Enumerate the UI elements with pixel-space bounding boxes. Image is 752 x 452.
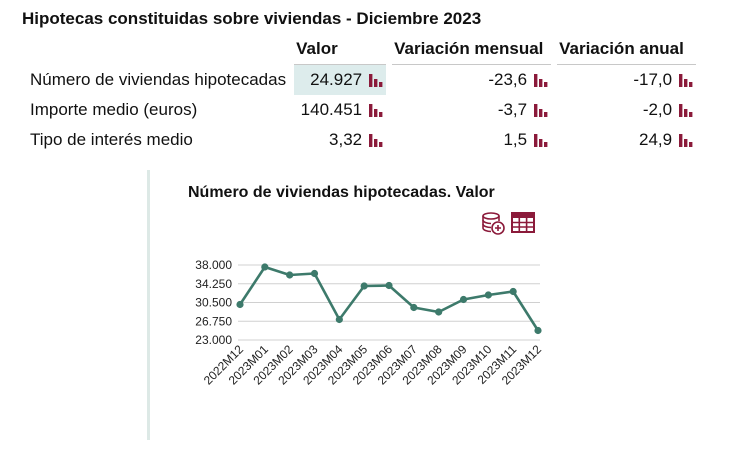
database-add-icon[interactable]: [480, 210, 506, 236]
data-point: [534, 326, 542, 335]
row-label-text: Importe medio (euros): [30, 100, 198, 119]
table-row: Número de viviendas hipotecadas 24.927 -23…: [28, 65, 696, 95]
variacion-anual-cell-text: -2,0: [642, 100, 673, 119]
data-point: [459, 295, 468, 304]
y-tick-label: 34.250: [195, 277, 232, 291]
row-label-text: Tipo de interés medio: [30, 130, 193, 149]
data-point: [335, 315, 343, 324]
variacion-mensual-cell-text: -23,6: [488, 70, 528, 89]
valor-cell-text: 3,32: [329, 130, 363, 149]
chart-panel: Número de viviendas hipotecadas. Valor 3…: [147, 170, 570, 440]
chart-title: Número de viviendas hipotecadas. Valor: [188, 184, 495, 201]
table-row: Tipo de interés medio 3,32 1,5 24,9: [28, 125, 696, 155]
valor-cell-text: 140.451: [300, 100, 363, 119]
data-point: [509, 287, 517, 296]
page-title: Hipotecas constituidas sobre viviendas -…: [22, 9, 482, 28]
bar-chart-icon[interactable]: [678, 101, 694, 117]
valor-cell-text: 24.927: [310, 70, 363, 89]
valor-cell: 140.451: [294, 95, 386, 125]
valor-cell: 3,32: [294, 125, 386, 155]
row-label: Tipo de interés medio: [28, 125, 288, 155]
data-point: [484, 291, 492, 299]
bar-chart-icon[interactable]: [368, 71, 384, 87]
variacion-anual-cell-text: -17,0: [633, 70, 673, 89]
variacion-mensual-cell-text: -3,7: [497, 100, 528, 119]
y-tick-label: 38.000: [195, 258, 232, 272]
line-chart: 38.00034.25030.50026.75023.0002022M12202…: [195, 258, 544, 388]
bar-chart-icon[interactable]: [368, 131, 384, 147]
bar-chart-icon[interactable]: [533, 71, 549, 87]
variacion-mensual-cell: -3,7: [392, 95, 551, 125]
variacion-anual-cell: -2,0: [557, 95, 696, 125]
column-header-mensual: Variación mensual: [392, 36, 552, 65]
bar-chart-icon[interactable]: [678, 131, 694, 147]
variacion-mensual-cell: 1,5: [392, 125, 551, 155]
row-label-text: Número de viviendas hipotecadas: [30, 70, 287, 89]
variacion-anual-cell: 24,9: [557, 125, 696, 155]
data-point: [360, 282, 368, 290]
column-header-valor: Valor: [294, 36, 387, 65]
y-tick-label: 26.750: [195, 314, 232, 328]
data-point: [410, 303, 418, 312]
data-point: [236, 300, 244, 309]
data-point: [310, 269, 319, 278]
data-point: [385, 281, 393, 290]
row-label: Importe medio (euros): [28, 95, 288, 125]
valor-cell: 24.927: [294, 65, 387, 95]
stats-table: Valor Variación mensual Variación anual …: [22, 36, 702, 155]
bar-chart-icon[interactable]: [533, 131, 549, 147]
column-header-anual: Variación anual: [557, 36, 697, 65]
variacion-mensual-cell: -23,6: [392, 65, 551, 95]
row-label: Número de viviendas hipotecadas: [28, 65, 288, 95]
data-point: [435, 308, 443, 316]
y-tick-label: 23.000: [195, 333, 232, 347]
data-point: [261, 263, 269, 271]
bar-chart-icon[interactable]: [533, 101, 549, 117]
table-icon[interactable]: [510, 210, 536, 236]
variacion-anual-cell-text: 24,9: [639, 130, 673, 149]
y-tick-label: 30.500: [195, 296, 232, 310]
data-point: [286, 271, 294, 279]
bar-chart-icon[interactable]: [678, 71, 694, 87]
header-blank: [28, 36, 288, 65]
bar-chart-icon[interactable]: [368, 101, 384, 117]
table-row: Importe medio (euros) 140.451 -3,7 -2,0: [28, 95, 696, 125]
variacion-mensual-cell-text: 1,5: [503, 130, 528, 149]
variacion-anual-cell: -17,0: [557, 65, 696, 95]
